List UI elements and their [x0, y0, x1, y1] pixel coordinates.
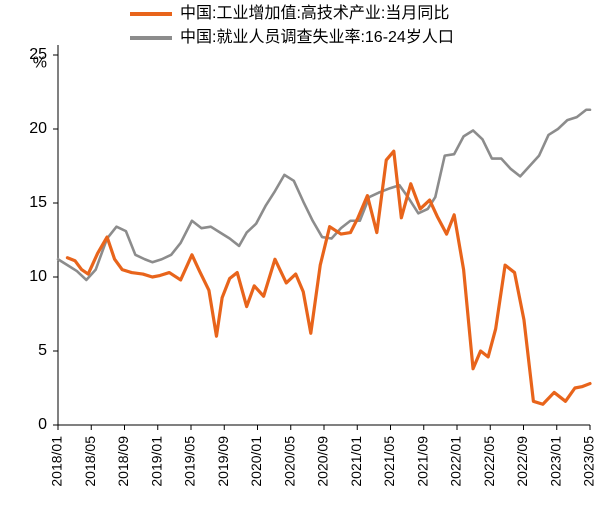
x-tick-label: 2021/01	[348, 436, 364, 487]
x-tick-label: 2020/01	[248, 436, 264, 487]
y-tick-label: 15	[29, 194, 47, 211]
y-tick-label: 10	[29, 268, 47, 285]
x-tick-label: 2018/09	[115, 436, 131, 487]
legend-label-orange: 中国:工业增加值:高技术产业:当月同比	[180, 4, 449, 22]
y-tick-label: 5	[38, 342, 47, 359]
x-tick-label: 2021/05	[381, 436, 397, 487]
y-tick-label: 20	[29, 120, 47, 137]
x-tick-label: 2018/05	[82, 436, 98, 487]
y-axis-unit: %	[33, 54, 47, 71]
x-tick-label: 2023/01	[547, 436, 563, 487]
x-tick-label: 2023/05	[581, 436, 597, 487]
x-tick-label: 2021/09	[414, 436, 430, 487]
x-tick-label: 2018/01	[49, 436, 65, 487]
series-orange	[67, 151, 590, 404]
x-tick-label: 2020/09	[315, 436, 331, 487]
x-tick-label: 2020/05	[281, 436, 297, 487]
x-tick-label: 2019/09	[215, 436, 231, 487]
x-tick-label: 2022/09	[514, 436, 530, 487]
x-tick-label: 2022/05	[481, 436, 497, 487]
x-tick-label: 2022/01	[448, 436, 464, 487]
y-tick-label: 0	[38, 416, 47, 433]
line-chart: 0510152025%2018/012018/052018/092019/012…	[0, 0, 600, 525]
x-tick-label: 2019/05	[182, 436, 198, 487]
x-tick-label: 2019/01	[148, 436, 164, 487]
legend-label-gray: 中国:就业人员调查失业率:16-24岁人口	[180, 28, 454, 46]
chart-container: 0510152025%2018/012018/052018/092019/012…	[0, 0, 600, 525]
